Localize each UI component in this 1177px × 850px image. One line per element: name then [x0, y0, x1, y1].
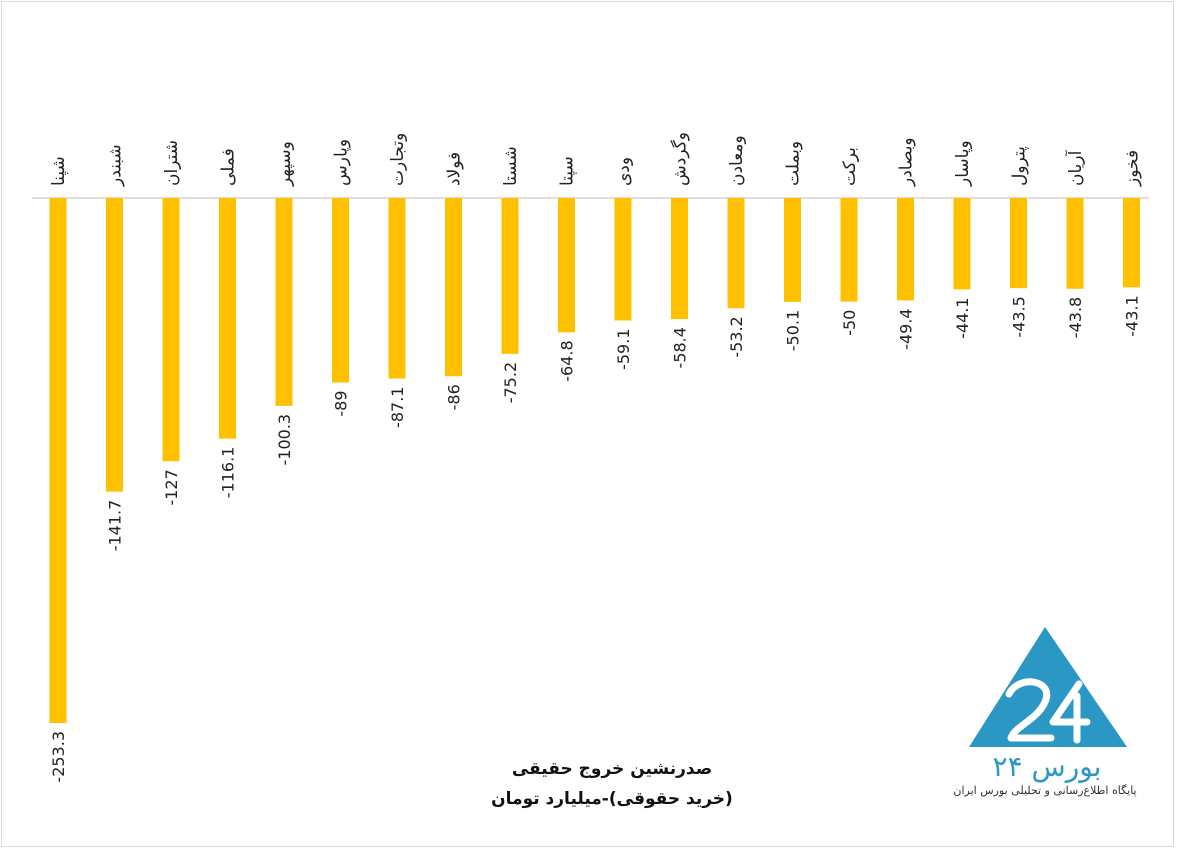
brand-tagline: پایگاه اطلاع‌رسانی و تحلیلی بورس ایران — [953, 784, 1137, 797]
value-label-14: -50.1 — [784, 310, 803, 351]
bar-9 — [501, 198, 519, 354]
value-label-1: -253.3 — [49, 731, 68, 783]
category-label-11: ودی — [614, 157, 634, 186]
value-label-15: -50 — [840, 310, 859, 336]
category-label-1: شپنا — [49, 156, 69, 186]
chart-title-line-1: صدرنشین خروج حقیقی — [511, 759, 713, 779]
value-label-10: -64.8 — [558, 340, 577, 381]
category-label-16: وبصادر — [897, 137, 917, 187]
bar-16 — [897, 198, 914, 301]
bar-6 — [332, 198, 349, 383]
value-label-9: -75.2 — [501, 362, 520, 403]
chart-title: صدرنشین خروج حقیقی (خرید حقوقی)-میلیارد … — [397, 754, 827, 814]
category-label-5: وسپهر — [275, 141, 295, 187]
bar-5 — [275, 198, 293, 406]
category-label-12: وگردش — [670, 132, 691, 186]
bar-18 — [1010, 198, 1027, 289]
brand-name: بورس ۲۴ — [992, 750, 1102, 783]
value-label-19: -43.8 — [1066, 297, 1085, 338]
value-label-12: -58.4 — [671, 327, 690, 368]
bourse24-logo-icon — [969, 627, 1127, 747]
category-label-20: فخوز — [1123, 150, 1143, 187]
category-label-18: پترول — [1010, 146, 1030, 186]
chart-title-line-2: (خرید حقوقی)-میلیارد تومان — [491, 789, 733, 809]
bar-14 — [784, 198, 801, 302]
value-label-20: -43.1 — [1123, 295, 1142, 336]
category-label-19: آریان — [1064, 149, 1086, 186]
bar-13 — [727, 198, 745, 309]
bar-3 — [162, 198, 180, 462]
value-label-2: -141.7 — [106, 500, 125, 552]
category-label-4: فملی — [219, 148, 239, 186]
value-label-16: -49.4 — [897, 308, 916, 349]
value-label-3: -127 — [162, 469, 181, 505]
value-label-4: -116.1 — [219, 447, 238, 499]
bar-19 — [1066, 198, 1084, 289]
value-label-5: -100.3 — [275, 414, 294, 466]
category-label-3: شتران — [162, 140, 182, 186]
bar-15 — [840, 198, 858, 302]
value-label-8: -86 — [445, 384, 464, 410]
category-label-7: وتجارت — [388, 133, 408, 186]
bar-4 — [219, 198, 236, 439]
value-label-6: -89 — [332, 390, 351, 416]
category-label-14: وبملت — [784, 141, 804, 186]
bar-10 — [558, 198, 575, 333]
category-label-15: برکت — [840, 147, 860, 186]
bar-1 — [49, 198, 67, 723]
bar-20 — [1123, 198, 1140, 288]
bar-7 — [388, 198, 406, 379]
category-label-13: ومعادن — [727, 135, 747, 186]
bar-17 — [953, 198, 971, 290]
category-label-8: فولاد — [445, 152, 465, 186]
category-label-17: وپاسار — [953, 140, 973, 187]
value-label-11: -59.1 — [614, 328, 633, 369]
value-label-13: -53.2 — [727, 316, 746, 357]
category-label-2: شبندر — [106, 144, 126, 187]
bar-2 — [106, 198, 123, 492]
category-label-10: سپتا — [558, 156, 578, 186]
bar-8 — [445, 198, 462, 377]
category-label-6: وپارس — [332, 139, 352, 186]
bar-12 — [671, 198, 688, 320]
category-label-9: شستا — [501, 146, 521, 186]
bar-11 — [614, 198, 632, 321]
value-label-17: -44.1 — [953, 297, 972, 338]
value-label-7: -87.1 — [388, 387, 407, 428]
value-label-18: -43.5 — [1010, 296, 1029, 337]
